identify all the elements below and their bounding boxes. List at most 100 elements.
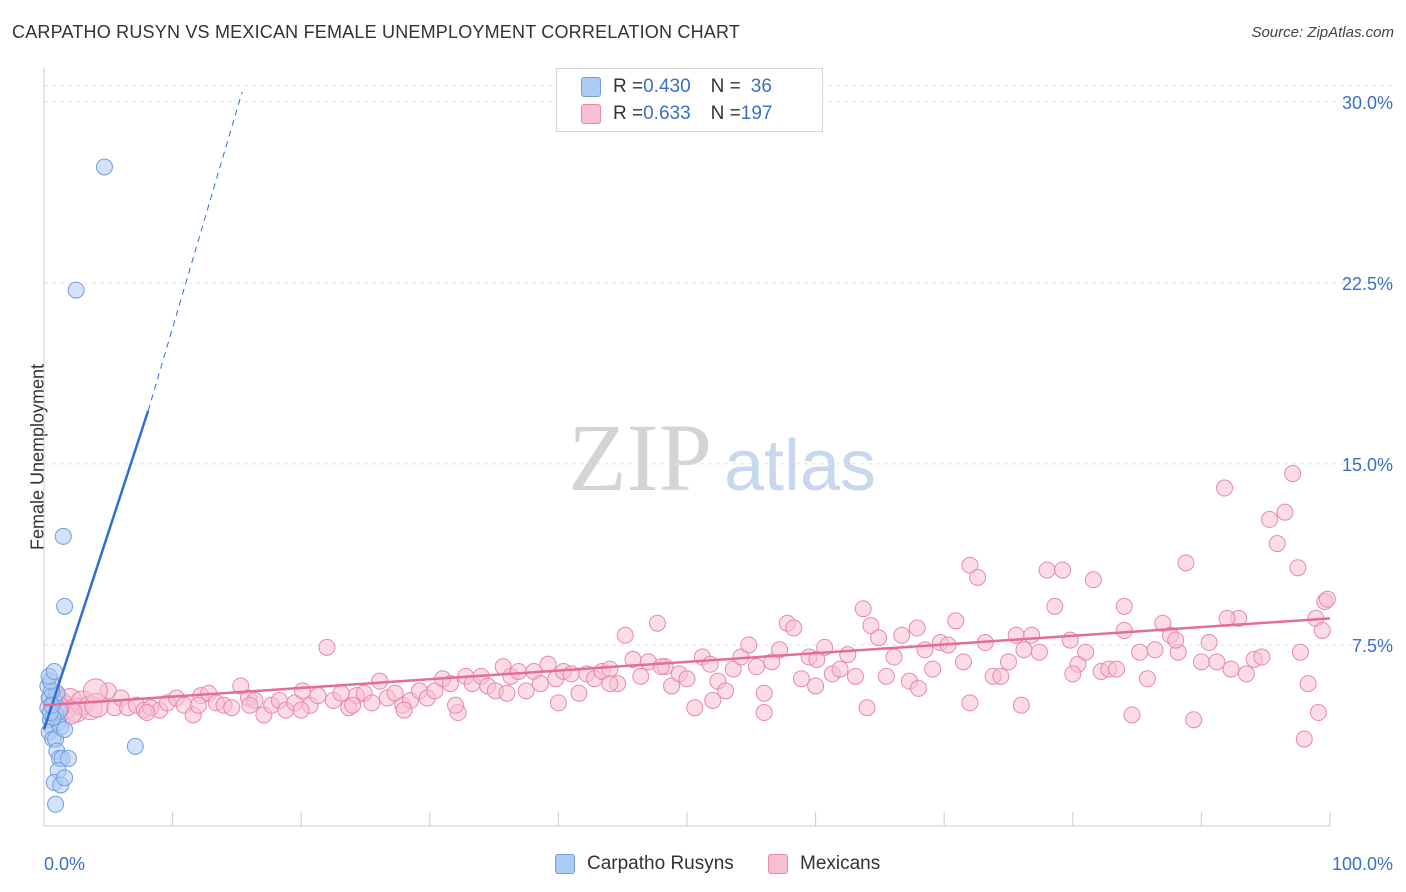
mexican-point <box>318 638 336 656</box>
mexican-point <box>1222 660 1240 678</box>
mexican-point <box>652 658 670 676</box>
mexican-point <box>616 626 634 644</box>
mexican-point <box>992 667 1010 685</box>
mexican-point <box>1015 641 1033 659</box>
mexican-point <box>1000 653 1017 671</box>
legend-swatch-mexicans <box>581 104 601 124</box>
mexican-point <box>1123 706 1141 724</box>
mexican-point <box>839 646 857 664</box>
mexican-point <box>138 704 156 722</box>
mexican-point <box>1276 503 1294 521</box>
mexican-point <box>570 684 588 702</box>
rusyn-point <box>54 527 72 545</box>
mexican-point <box>517 682 535 700</box>
mexican-point <box>601 675 619 693</box>
mexican-point <box>1046 597 1064 615</box>
mexican-point <box>395 701 413 719</box>
mexican-point <box>447 696 465 714</box>
mexican-point <box>717 682 735 700</box>
mexican-point <box>908 619 926 637</box>
mexican-point <box>1295 730 1313 748</box>
legend-r-label: R = <box>613 103 644 124</box>
mexican-point <box>1108 660 1126 678</box>
mexican-point <box>510 663 528 681</box>
mexican-point <box>807 677 825 695</box>
legend-row-rusyns: R = 0.430 N = 36 <box>581 75 772 99</box>
mexican-point <box>947 612 965 630</box>
legend-n-value: 36 <box>750 76 772 97</box>
mexican-point <box>648 614 666 632</box>
mexican-point <box>344 696 362 714</box>
mexican-point <box>1115 621 1133 639</box>
mexican-point <box>755 684 773 702</box>
mexican-point <box>1030 643 1048 661</box>
mexican-point <box>601 660 619 678</box>
mexican-point <box>893 626 911 644</box>
bottom-legend-swatch-mexicans <box>768 854 788 874</box>
mexican-point <box>1064 665 1082 683</box>
x-tick-label: 100.0% <box>1332 854 1393 874</box>
mexican-point <box>961 694 979 712</box>
watermark-atlas: atlas <box>724 426 876 506</box>
mexican-point <box>1200 634 1218 652</box>
y-tick-label: 22.5% <box>1342 274 1393 294</box>
mexican-point <box>663 677 681 695</box>
mexican-point <box>831 660 849 678</box>
mexican-point <box>909 679 927 697</box>
legend-n-value: 197 <box>740 103 773 124</box>
y-tick-label: 15.0% <box>1342 455 1393 475</box>
y-tick-label: 7.5% <box>1352 636 1393 656</box>
mexican-point <box>747 658 765 676</box>
mexican-point <box>877 667 895 685</box>
mexican-point <box>771 641 789 659</box>
bottom-legend-swatch-rusyns <box>555 854 575 874</box>
mexican-point <box>961 556 979 574</box>
mexican-point <box>441 675 459 693</box>
mexican-point <box>1208 653 1226 671</box>
bottom-legend-mexicans: Mexicans <box>768 851 880 877</box>
mexican-point <box>969 568 987 586</box>
mexican-point <box>792 670 810 688</box>
rusyn-point <box>95 158 113 176</box>
mexican-point <box>1023 626 1041 644</box>
mexican-point <box>885 648 903 666</box>
mexican-point <box>531 675 549 693</box>
mexican-point <box>1138 670 1156 688</box>
mexican-point <box>1216 479 1234 497</box>
stats-legend: R = 0.430 N = 36 R = 0.633 N = 197 <box>556 68 823 132</box>
mexican-point <box>232 677 250 695</box>
mexican-point <box>293 682 311 700</box>
mexican-point <box>1154 614 1172 632</box>
y-tick-label: 30.0% <box>1342 93 1393 113</box>
mexican-point <box>1299 675 1317 693</box>
mexican-point <box>763 653 781 671</box>
mexican-point <box>632 667 650 685</box>
mexican-point <box>686 699 704 717</box>
mexican-point <box>1291 643 1309 661</box>
mexican-point <box>1115 597 1133 615</box>
mexican-point <box>82 678 108 704</box>
legend-n-label: N = <box>710 76 741 97</box>
mexican-point <box>1038 561 1056 579</box>
mexican-point <box>870 629 888 647</box>
mexican-point <box>332 684 350 702</box>
bottom-legend-rusyns: Carpatho Rusyns <box>555 851 734 877</box>
mexican-point <box>1313 621 1331 639</box>
mexican-point <box>1012 696 1030 714</box>
mexican-point <box>858 699 876 717</box>
mexican-point <box>1054 561 1072 579</box>
rusyn-point <box>56 769 74 787</box>
rusyn-point <box>126 737 144 755</box>
mexican-point <box>846 667 864 685</box>
mexican-point <box>924 660 942 678</box>
rusyn-point <box>47 795 65 813</box>
mexican-point <box>426 682 444 700</box>
legend-r-label: R = <box>613 76 644 97</box>
mexican-point <box>1268 535 1286 553</box>
mexican-point <box>1084 571 1102 589</box>
x-tick-label: 0.0% <box>44 854 85 874</box>
mexican-point <box>954 653 972 671</box>
chart-title: CARPATHO RUSYN VS MEXICAN FEMALE UNEMPLO… <box>12 22 741 42</box>
mexican-point <box>223 699 241 717</box>
